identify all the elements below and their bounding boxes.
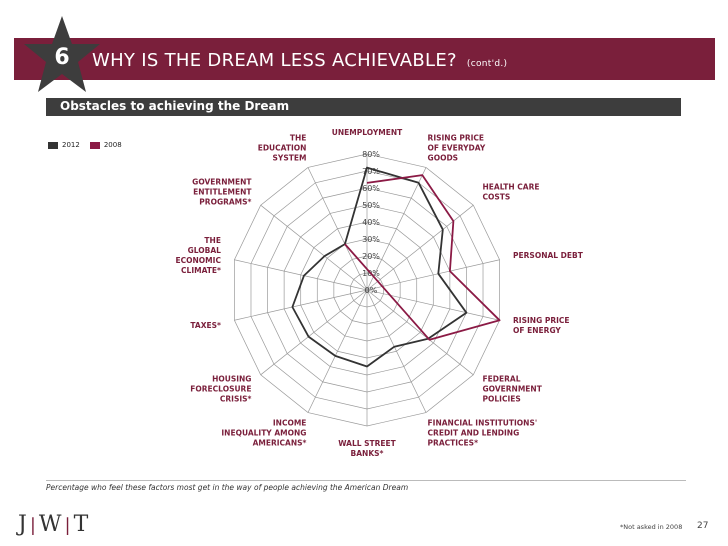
axis-category-label: GOODS — [428, 154, 459, 163]
logo-letter-t: T — [73, 512, 91, 537]
axis-category-label: HOUSING — [212, 375, 251, 384]
slide-title: WHY IS THE DREAM LESS ACHIEVABLE? (cont'… — [92, 50, 507, 71]
grid-spoke — [366, 204, 474, 291]
axis-category-label: PRACTICES* — [428, 438, 479, 447]
axis-category-label: GOVERNMENT — [192, 177, 252, 186]
grid-spoke — [260, 289, 368, 376]
axis-category-label: FORECLOSURE — [190, 385, 251, 394]
axis-category-label: FEDERAL — [483, 375, 521, 384]
tick-label: 60% — [362, 184, 380, 193]
header-bar — [14, 38, 715, 80]
logo-letter-j: J — [18, 512, 29, 537]
tick-label: 70% — [362, 167, 380, 176]
axis-category-label: RISING PRICE — [513, 316, 570, 325]
grid-spoke — [366, 289, 474, 376]
grid-spoke — [366, 167, 427, 291]
grid-spoke — [307, 289, 368, 413]
legend-item-2008: 2008 — [89, 141, 122, 149]
legend-swatch-2012 — [48, 141, 58, 149]
axis-category-label: RISING PRICE — [428, 134, 485, 143]
tick-label: 0% — [365, 286, 378, 295]
axis-category-label: POLICIES — [483, 395, 521, 404]
page-number: 27 — [697, 521, 709, 531]
legend-label-2012: 2012 — [62, 141, 80, 149]
axis-category-label: UNEMPLOYMENT — [332, 128, 403, 137]
footnote: *Not asked in 2008 — [620, 523, 683, 531]
series-line-2008 — [344, 174, 501, 341]
axis-category-label: THE — [204, 236, 221, 245]
axis-category-label: PERSONAL DEBT — [513, 251, 584, 260]
jwt-logo: J|W|T — [18, 512, 90, 537]
grid-spoke — [234, 289, 368, 321]
axis-category-label: WALL STREET — [338, 439, 396, 448]
logo-separator: | — [64, 515, 73, 536]
caption-divider — [46, 480, 686, 481]
grid-spoke — [366, 259, 500, 291]
axis-category-label: INEQUALITY AMONG — [221, 428, 306, 437]
axis-category-label: SYSTEM — [273, 154, 307, 163]
chart-caption: Percentage who feel these factors most g… — [46, 483, 409, 492]
tick-label: 20% — [362, 252, 380, 261]
tick-label: 40% — [362, 218, 380, 227]
axis-category-label: CREDIT AND LENDING — [428, 428, 520, 437]
legend-swatch-2008 — [89, 141, 100, 149]
slide-number: 6 — [54, 45, 69, 70]
axis-category-label: PROGRAMS* — [199, 197, 251, 206]
axis-category-label: AMERICANS* — [253, 438, 307, 447]
logo-letter-w: W — [38, 512, 64, 537]
axis-category-label: THE — [290, 134, 307, 143]
chart-legend: 2012 2008 — [48, 141, 122, 149]
axis-category-label: FINANCIAL INSTITUTIONS' — [428, 418, 538, 427]
axis-category-label: OF EVERYDAY — [428, 144, 486, 153]
grid-spoke — [234, 259, 368, 291]
axis-category-label: ENTITLEMENT — [193, 187, 252, 196]
legend-label-2008: 2008 — [103, 141, 122, 149]
section-bar — [46, 98, 681, 116]
tick-label: 80% — [362, 150, 380, 159]
axis-category-label: BANKS* — [351, 449, 384, 458]
axis-category-label: HEALTH CARE — [483, 182, 540, 191]
tick-label: 50% — [362, 201, 380, 210]
tick-label: 30% — [362, 235, 380, 244]
axis-category-label: EDUCATION — [258, 144, 307, 153]
grid-spoke — [307, 167, 368, 291]
axis-category-label: GOVERNMENT — [483, 385, 543, 394]
section-title: Obstacles to achieving the Dream — [60, 99, 290, 113]
grid-spoke — [260, 204, 368, 291]
axis-category-label: GLOBAL — [188, 246, 222, 255]
axis-category-label: ECONOMIC — [176, 256, 222, 265]
logo-separator: | — [29, 515, 38, 536]
slide-title-text: WHY IS THE DREAM LESS ACHIEVABLE? — [92, 50, 457, 71]
axis-category-label: CRISIS* — [220, 395, 252, 404]
grid-spoke — [366, 289, 427, 413]
legend-item-2012: 2012 — [48, 141, 80, 149]
axis-category-label: COSTS — [483, 192, 511, 201]
slide-number-star-icon: 6 — [24, 16, 100, 92]
axis-category-label: INCOME — [273, 418, 307, 427]
axis-category-label: TAXES* — [190, 321, 221, 330]
axis-category-label: CLIMATE* — [181, 266, 221, 275]
slide-title-suffix: (cont'd.) — [466, 59, 508, 69]
axis-category-label: OF ENERGY — [513, 326, 561, 335]
